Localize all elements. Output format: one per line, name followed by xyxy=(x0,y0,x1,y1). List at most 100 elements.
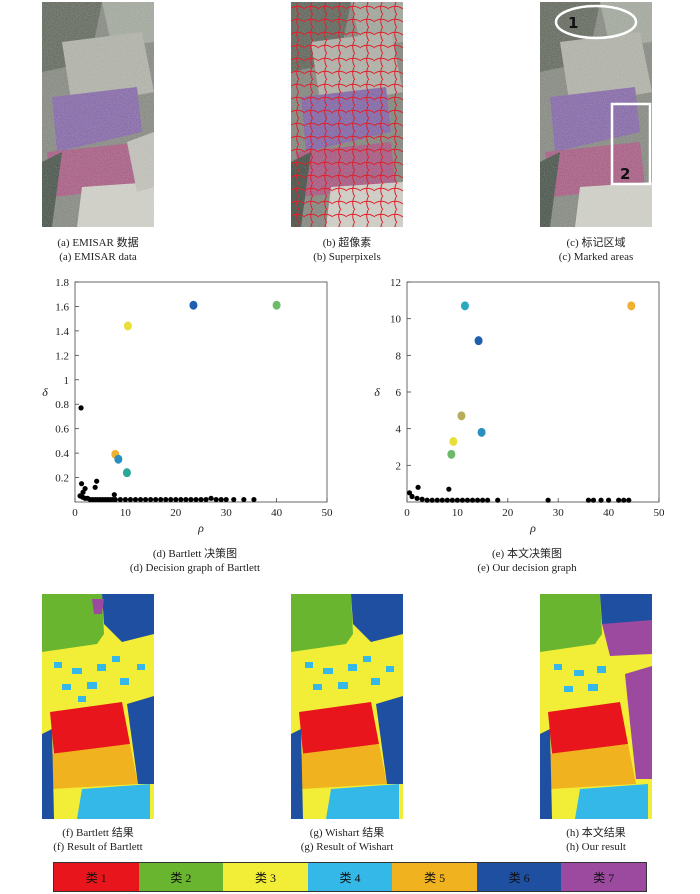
cluster-center-point xyxy=(627,301,636,311)
legend-class-2: 类 2 xyxy=(138,863,224,891)
bartlett-result-map xyxy=(42,594,154,819)
caption-a: (a) EMISAR 数据 (a) EMISAR data xyxy=(28,236,168,264)
superpixel-image xyxy=(291,2,403,227)
legend-class-6-label: 类 6 xyxy=(508,870,530,885)
x-tick-label: 10 xyxy=(452,507,464,519)
x-tick-label: 30 xyxy=(221,507,233,519)
legend-class-1: 类 1 xyxy=(54,863,139,891)
cluster-center-point xyxy=(189,300,198,310)
class-legend: 类 1 类 2 类 3 类 4 类 5 类 6 类 7 xyxy=(53,862,647,892)
caption-b-en: (b) Superpixels xyxy=(313,251,381,263)
data-point xyxy=(208,495,214,501)
x-tick-label: 50 xyxy=(322,507,334,519)
data-point xyxy=(198,496,204,503)
x-tick-label: 0 xyxy=(72,507,78,519)
data-point xyxy=(117,496,123,503)
y-tick-label: 2 xyxy=(396,460,402,472)
caption-g: (g) Wishart 结果 (g) Result of Wishart xyxy=(269,826,425,854)
data-point xyxy=(621,497,627,503)
data-point xyxy=(127,496,134,503)
data-point xyxy=(474,497,481,503)
caption-h: (h) 本文结果 (h) Our result xyxy=(518,826,674,854)
marked-area-2-label: 2 xyxy=(620,165,630,183)
data-point xyxy=(414,495,420,501)
caption-g-en: (g) Result of Wishart xyxy=(300,841,394,853)
caption-b-cn: (b) 超像素 xyxy=(322,237,372,249)
x-axis-label: ρ xyxy=(529,521,536,535)
x-tick-label: 50 xyxy=(654,507,666,519)
caption-a-cn: (a) EMISAR 数据 xyxy=(57,237,139,249)
x-tick-label: 10 xyxy=(120,507,131,519)
y-tick-label: 1 xyxy=(64,375,70,387)
data-point xyxy=(469,497,476,503)
data-point xyxy=(178,496,184,503)
data-point xyxy=(434,497,440,503)
data-point xyxy=(80,489,86,495)
data-point xyxy=(241,496,247,503)
legend-class-6: 类 6 xyxy=(476,863,562,891)
y-tick-label: 1.6 xyxy=(55,301,69,313)
caption-e-en: (e) Our decision graph xyxy=(477,562,577,574)
cluster-center-point xyxy=(477,427,486,437)
data-point xyxy=(188,496,194,503)
y-axis-label: δ xyxy=(374,385,380,399)
data-point xyxy=(545,497,551,503)
marked-area-1-label: 1 xyxy=(568,14,578,32)
data-point xyxy=(203,496,209,503)
cluster-center-point xyxy=(272,300,281,310)
data-point xyxy=(590,497,597,503)
caption-c: (c) 标记区域 (c) Marked areas xyxy=(526,236,666,264)
data-point xyxy=(444,497,450,503)
cluster-center-point xyxy=(122,468,131,478)
caption-h-cn: (h) 本文结果 xyxy=(566,827,626,839)
caption-b: (b) 超像素 (b) Superpixels xyxy=(277,236,417,264)
y-tick-label: 4 xyxy=(396,424,402,436)
caption-d-en: (d) Decision graph of Bartlett xyxy=(129,562,261,574)
data-point xyxy=(132,496,139,503)
legend-class-3-label: 类 3 xyxy=(254,870,276,885)
legend-class-1-label: 类 1 xyxy=(85,870,107,885)
caption-d: (d) Bartlett 决策图 (d) Decision graph of B… xyxy=(95,547,295,575)
marked-area-1-outline xyxy=(554,4,638,40)
caption-h-en: (h) Our result xyxy=(566,841,626,853)
legend-class-5-label: 类 5 xyxy=(424,870,446,885)
caption-d-cn: (d) Bartlett 决策图 xyxy=(152,548,238,560)
legend-class-3: 类 3 xyxy=(223,863,308,891)
x-tick-label: 20 xyxy=(170,507,182,519)
data-point xyxy=(111,492,117,498)
data-point xyxy=(137,496,144,503)
data-point xyxy=(148,496,154,503)
data-point xyxy=(78,481,85,487)
data-point xyxy=(485,497,491,503)
data-point xyxy=(231,496,237,503)
data-point xyxy=(464,497,471,503)
caption-c-cn: (c) 标记区域 xyxy=(566,237,626,249)
cluster-center-point xyxy=(474,336,483,346)
legend-class-7: 类 7 xyxy=(561,863,647,891)
data-point xyxy=(92,484,98,490)
data-point xyxy=(439,497,445,503)
y-tick-label: 1.4 xyxy=(55,326,69,338)
y-tick-label: 1.8 xyxy=(55,277,69,289)
x-axis-label: ρ xyxy=(197,521,204,535)
marked-area-2-outline xyxy=(610,102,652,186)
caption-f-en: (f) Result of Bartlett xyxy=(53,841,143,853)
y-tick-label: 12 xyxy=(390,277,401,289)
y-tick-label: 6 xyxy=(396,387,402,399)
x-tick-label: 30 xyxy=(553,507,565,519)
cluster-center-point xyxy=(449,437,458,446)
caption-g-cn: (g) Wishart 结果 xyxy=(309,827,385,839)
cluster-center-point xyxy=(114,454,123,464)
wishart-result-map xyxy=(291,594,403,819)
legend-class-4-label: 类 4 xyxy=(339,870,361,885)
data-point xyxy=(415,484,421,490)
data-point xyxy=(495,497,501,503)
data-point xyxy=(218,496,224,503)
data-point xyxy=(454,497,460,503)
y-axis-label: δ xyxy=(42,385,48,399)
bartlett-decision-graph: 0 10 20 30 40 50 0.2 0.4 0.6 0.8 1 1.2 1.4 1.6 1.8 ρ δ xyxy=(42,277,334,535)
legend-class-5: 类 5 xyxy=(392,863,477,891)
cluster-center-point xyxy=(447,449,456,459)
y-tick-label: 0.8 xyxy=(55,399,69,411)
caption-a-en: (a) EMISAR data xyxy=(59,251,137,263)
